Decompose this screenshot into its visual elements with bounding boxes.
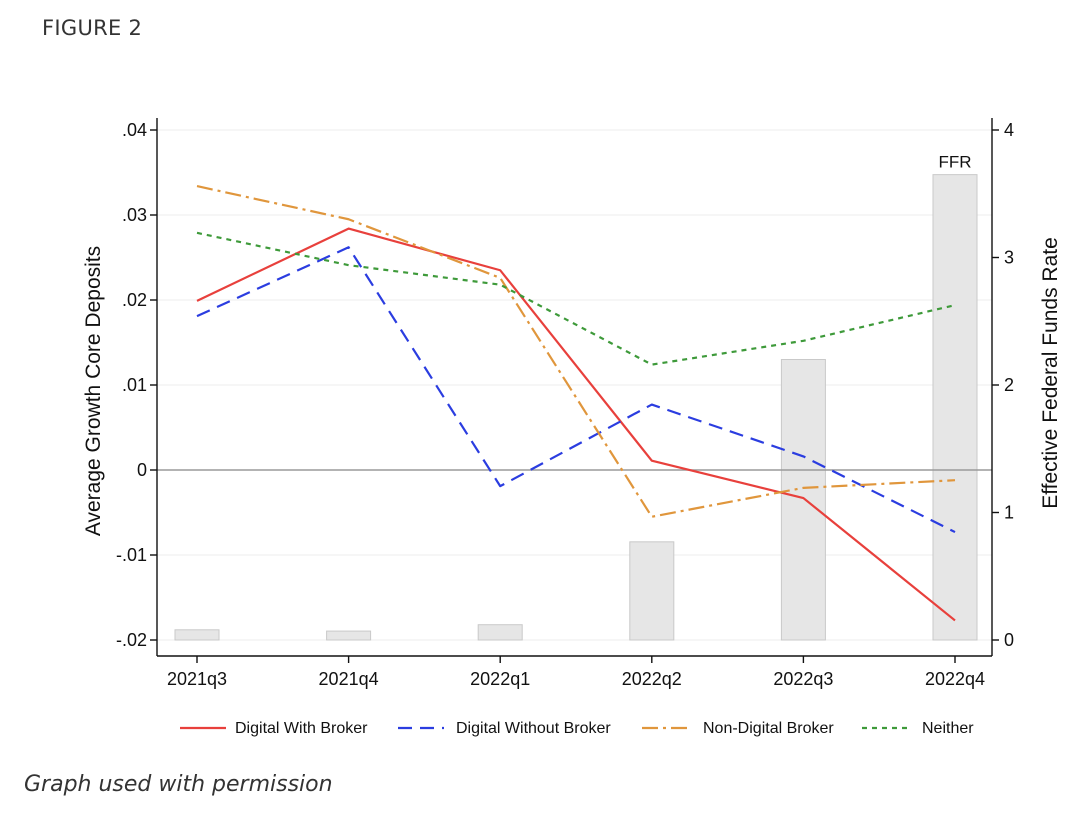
y-tick-label: .02 xyxy=(122,290,147,310)
ffr-bar xyxy=(174,629,220,641)
x-tick-label: 2021q4 xyxy=(319,669,379,689)
chart: FFR .04 .03 .02 .01 0 -.01 -.02 4 3 2 1 0 2021q3 2021q… xyxy=(82,118,1062,737)
series-line-1 xyxy=(196,246,956,534)
figure-label: FIGURE 2 xyxy=(42,16,143,40)
x-tick-label: 2022q3 xyxy=(773,669,833,689)
x-tick-label: 2021q3 xyxy=(167,669,227,689)
ffr-bar xyxy=(326,630,372,641)
series-layer xyxy=(196,185,956,622)
ffr-bar-label: FFR xyxy=(938,153,971,172)
y2-axis-title: Effective Federal Funds Rate xyxy=(1039,237,1062,509)
grid-layer xyxy=(157,129,992,641)
y2-tick-label: 4 xyxy=(1004,120,1014,140)
legend-label: Non-Digital Broker xyxy=(703,720,834,737)
x-tick-label: 2022q1 xyxy=(470,669,530,689)
y-axis-title: Average Growth Core Deposits xyxy=(82,246,105,536)
ffr-bar xyxy=(780,359,826,641)
y2-tick-label: 2 xyxy=(1004,375,1014,395)
label-layer: FFR .04 .03 .02 .01 0 -.01 -.02 4 3 2 1 0 2021q3 2021q… xyxy=(82,120,1062,689)
ffr-bar xyxy=(932,174,978,641)
series-line-3 xyxy=(196,231,956,366)
y-tick-label: .03 xyxy=(122,205,147,225)
legend-label: Neither xyxy=(922,720,974,737)
caption: Graph used with permission xyxy=(24,772,333,797)
series-line-2 xyxy=(196,185,956,518)
x-tick-label: 2022q2 xyxy=(622,669,682,689)
axis-layer xyxy=(150,118,999,663)
bar-layer xyxy=(174,174,978,641)
legend-layer: Digital With Broker Digital Without Broke… xyxy=(180,720,974,737)
y-tick-label: .04 xyxy=(122,120,147,140)
legend-label: Digital Without Broker xyxy=(456,720,611,737)
ffr-bar xyxy=(629,541,675,641)
y-tick-label: -.01 xyxy=(116,545,147,565)
y-tick-label: .01 xyxy=(122,375,147,395)
y2-tick-label: 1 xyxy=(1004,503,1014,523)
x-tick-label: 2022q4 xyxy=(925,669,985,689)
legend-label: Digital With Broker xyxy=(235,720,368,737)
y2-tick-label: 3 xyxy=(1004,248,1014,268)
ffr-bar xyxy=(477,624,523,641)
y-tick-label: 0 xyxy=(137,460,147,480)
series-line-0 xyxy=(196,227,956,622)
y-tick-label: -.02 xyxy=(116,630,147,650)
y2-tick-label: 0 xyxy=(1004,630,1014,650)
